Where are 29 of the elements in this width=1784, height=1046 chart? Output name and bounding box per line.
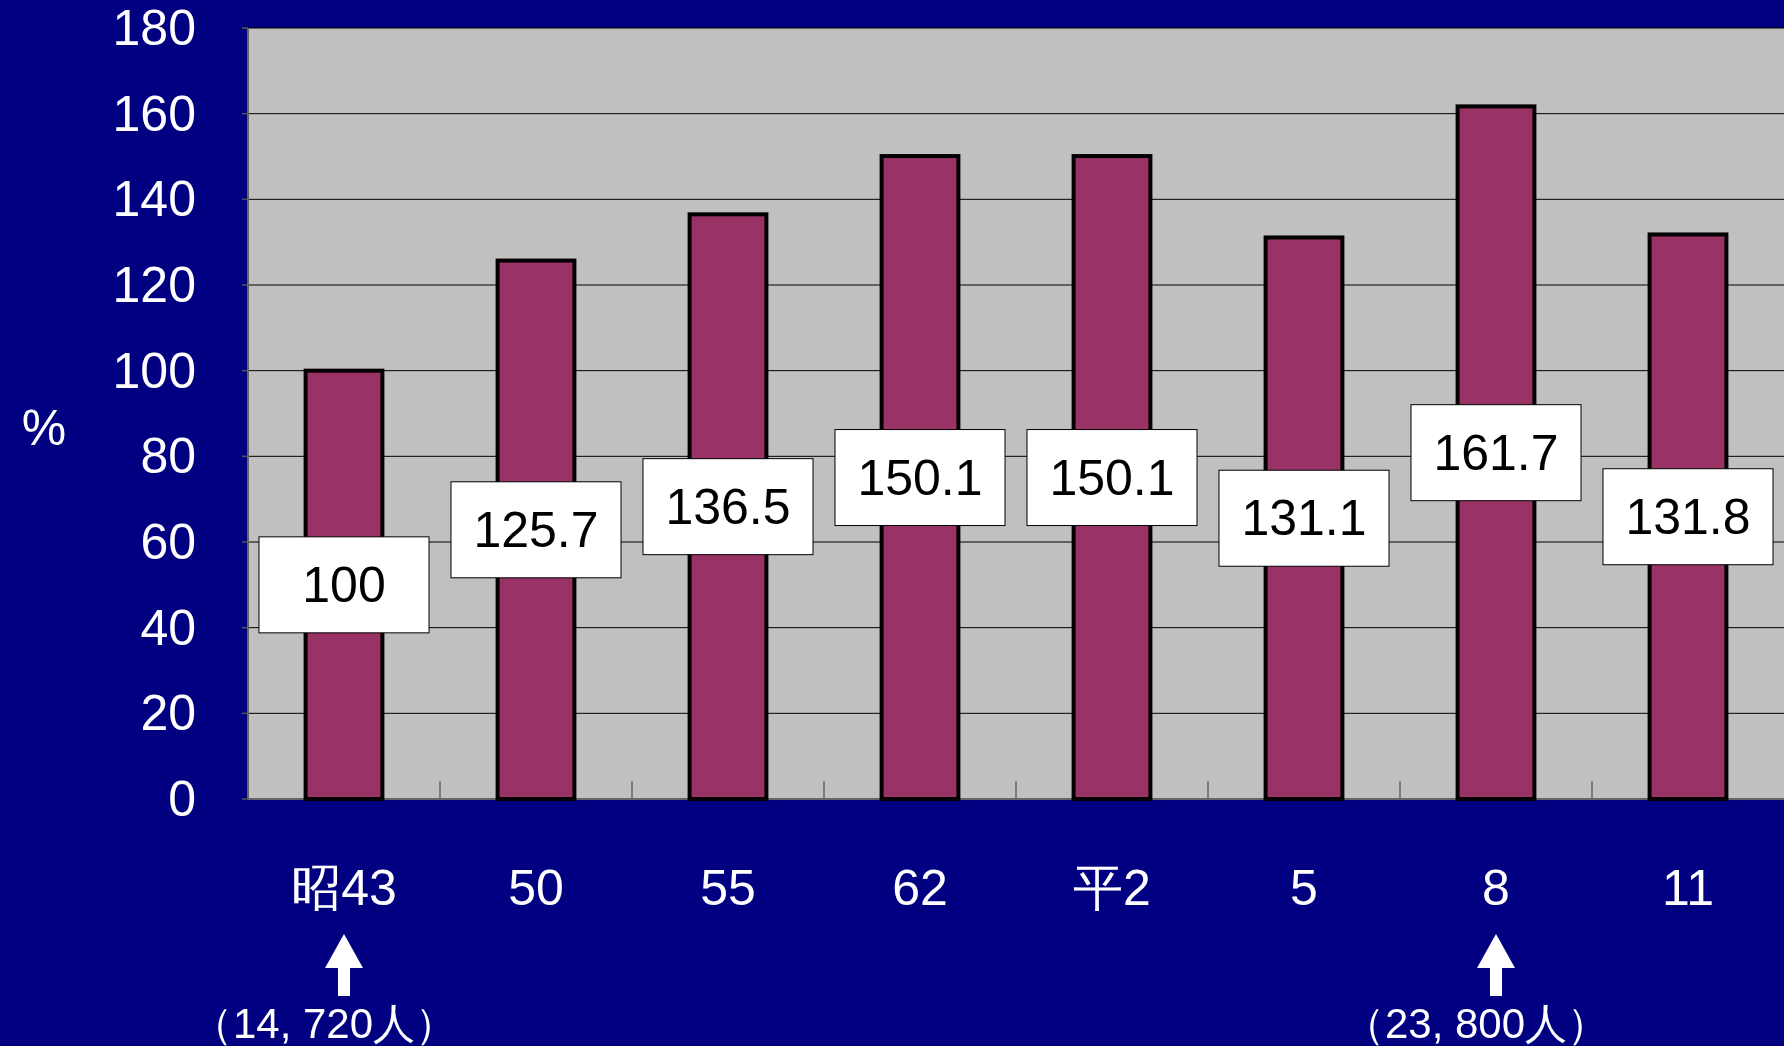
data-label: 131.1 xyxy=(1241,490,1367,547)
x-tick-label: 62 xyxy=(892,860,948,916)
y-tick-label: 20 xyxy=(140,685,196,742)
y-tick-label: 120 xyxy=(112,257,196,313)
x-tick-label: 55 xyxy=(700,860,756,916)
y-tick-label: 0 xyxy=(168,771,196,827)
y-tick-label: 160 xyxy=(112,85,196,142)
text: （14, 720人） xyxy=(190,999,458,1046)
y-tick-label: 140 xyxy=(112,171,196,228)
data-label: 136.5 xyxy=(665,478,791,535)
text: （23, 800人） xyxy=(1342,999,1610,1046)
x-tick-label: 5 xyxy=(1290,860,1318,916)
x-tick-label: 昭43 xyxy=(291,860,397,916)
y-tick-label: 80 xyxy=(140,428,196,485)
data-label: 150.1 xyxy=(857,449,983,506)
data-label: 125.7 xyxy=(473,501,599,558)
y-tick-label: 100 xyxy=(112,342,196,399)
data-label: 161.7 xyxy=(1433,424,1559,481)
x-tick-label: 平2 xyxy=(1073,860,1151,916)
x-tick-label: 8 xyxy=(1482,860,1510,916)
y-tick-label: 60 xyxy=(140,514,196,570)
y-tick-label: 180 xyxy=(112,0,196,56)
y-axis-title: % xyxy=(21,400,67,456)
x-tick-label: 50 xyxy=(508,860,564,916)
x-tick-label: 11 xyxy=(1662,860,1714,916)
y-tick-label: 40 xyxy=(140,599,196,656)
data-label: 131.8 xyxy=(1625,488,1751,545)
data-label: 150.1 xyxy=(1049,449,1175,506)
data-label: 100 xyxy=(302,556,386,613)
